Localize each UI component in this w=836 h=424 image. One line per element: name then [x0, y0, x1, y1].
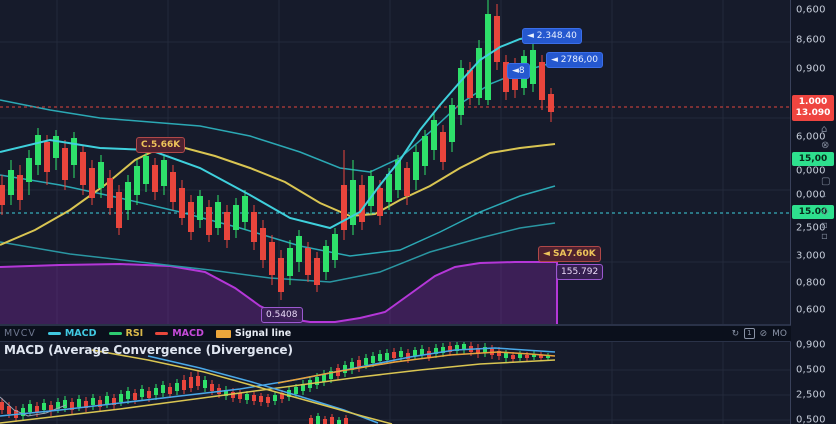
slash-circle-icon[interactable]: ⊘ — [759, 328, 768, 339]
axis-price-label: 0,800 — [796, 277, 826, 289]
refresh-icon[interactable]: ↻ — [731, 328, 740, 339]
legend-swatch-icon — [215, 329, 231, 338]
legend-swatch-icon — [47, 332, 61, 335]
axis-price-label: 0,600 — [796, 304, 826, 316]
macd-blue-rising — [0, 347, 556, 417]
price-callout-small: ◄8 — [507, 63, 530, 79]
macd-lines — [0, 347, 556, 424]
legend-source-label: MVCV — [4, 328, 36, 339]
small-box-icon-1[interactable]: ▫ — [821, 220, 828, 231]
axis-price-label: 0,900 — [796, 339, 826, 351]
axis-price-label: 3,000 — [796, 250, 826, 262]
legend-item-macd[interactable]: MACD — [47, 328, 97, 339]
legend-item-label: MACD — [64, 328, 97, 339]
dash-icon[interactable]: – — [821, 191, 826, 202]
legend-item-macd[interactable]: MACD — [155, 328, 204, 339]
purple-value-label-bottom: 0.5408 — [261, 307, 303, 323]
last-price-badge: 1.000 13.090 — [792, 95, 834, 121]
macd-yellow-falling — [91, 349, 393, 424]
grid — [0, 0, 790, 424]
purple-value-label-right: 155.792 — [556, 264, 604, 280]
price-callout-mid: ◄ 2786,00 — [546, 52, 603, 68]
legend-swatch-icon — [108, 332, 122, 335]
legend-item-signal-line[interactable]: Signal line — [215, 328, 292, 339]
square-icon[interactable]: ▢ — [821, 176, 831, 187]
legend-swatch-icon — [155, 332, 169, 335]
legend-items: MACD RSI MACD Signal line — [47, 328, 292, 339]
legend-bar: MVCV MACD RSI MACD Signal line ↻ 1 ⊘ MO — [0, 325, 791, 342]
diamond-icon[interactable]: ◇ — [821, 206, 829, 217]
right-toolbar: ⌂ ⊗ ▢ – ◇ ▫ ▫ — [819, 0, 836, 424]
more-label[interactable]: MO — [772, 328, 787, 339]
home-icon[interactable]: ⌂ — [821, 124, 828, 135]
axis-price-label: 2,500 — [796, 222, 826, 234]
small-box-icon-2[interactable]: ▫ — [821, 231, 828, 242]
axis-price-label: 2,500 — [796, 389, 826, 401]
panel-controls: ↻ 1 ⊘ MO — [732, 328, 787, 339]
axis-price-label: 0,000 — [796, 165, 826, 177]
axis-price-label: 0,600 — [796, 4, 826, 16]
price-axis[interactable]: 0,600 8,600 0,900 6,000 0,000 0,000 2,500 3,000… — [790, 0, 836, 424]
legend-item-label: RSI — [125, 328, 144, 339]
volume-value-label: ◄ SA7.60K — [538, 246, 601, 262]
main-candles — [0, 0, 554, 300]
panel-one-icon[interactable]: 1 — [744, 328, 755, 339]
indicator-price-badge: 15,00 — [792, 152, 834, 166]
legend-item-label: Signal line — [234, 328, 292, 339]
legend-item-rsi[interactable]: RSI — [108, 328, 144, 339]
axis-price-label: 0,000 — [796, 189, 826, 201]
axis-price-label: 0,900 — [796, 63, 826, 75]
subpanel-title: MACD (Average Convergence (Divergence) — [4, 343, 294, 357]
macd-yellow-rising — [0, 359, 556, 424]
axis-price-label: 0,500 — [796, 414, 826, 424]
teal-band-lower — [0, 222, 556, 283]
axis-price-label: 0,500 — [796, 364, 826, 376]
yellow-ma — [0, 143, 556, 246]
circle-x-icon[interactable]: ⊗ — [821, 140, 830, 151]
indicator-price-badge: 15.00 — [792, 205, 834, 219]
legend-item-label: MACD — [172, 328, 204, 339]
macd-signal-orange — [277, 351, 556, 384]
axis-price-label: 6,000 — [796, 131, 826, 143]
ma-value-label: C.5.66K — [136, 137, 186, 153]
price-callout-high: ◄ 2.348.40 — [522, 28, 582, 44]
axis-price-label: 8,600 — [796, 34, 826, 46]
